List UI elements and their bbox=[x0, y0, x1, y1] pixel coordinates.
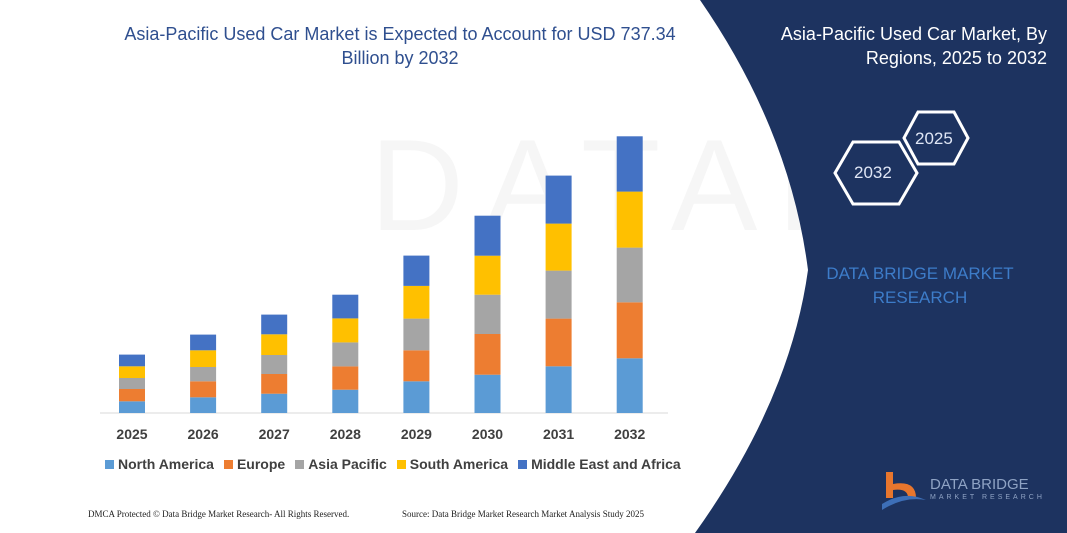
bar-segment-2027-europe bbox=[261, 374, 288, 394]
bar-segment-2029-middle-east-and-africa bbox=[403, 255, 430, 286]
brand-text: DATA BRIDGE MARKET RESEARCH bbox=[826, 264, 1014, 307]
bar-segment-2028-asia-pacific bbox=[332, 342, 359, 367]
x-tick-label: 2029 bbox=[400, 426, 432, 442]
hex-label-2025: 2025 bbox=[915, 129, 953, 148]
legend-swatch bbox=[223, 459, 233, 469]
bar-segment-2025-north-america bbox=[119, 401, 145, 413]
legend-item: Middle East and Africa bbox=[518, 456, 681, 472]
footer-copyright: DMCA Protected © Data Bridge Market Rese… bbox=[88, 509, 350, 519]
x-tick-label: 2032 bbox=[614, 426, 646, 442]
bar-segment-2032-europe bbox=[616, 302, 643, 359]
footer-source: Source: Data Bridge Market Research Mark… bbox=[402, 509, 644, 519]
bar-segment-2028-south-america bbox=[332, 318, 359, 343]
hexagon-2032 bbox=[833, 140, 919, 206]
legend-item: Europe bbox=[223, 456, 285, 472]
bar-segment-2026-north-america bbox=[190, 397, 217, 413]
legend-swatch bbox=[518, 459, 528, 469]
bar-segment-2031-europe bbox=[545, 318, 572, 367]
bar-segment-2025-middle-east-and-africa bbox=[119, 354, 145, 367]
hexagon-2025 bbox=[902, 110, 970, 166]
legend-swatch bbox=[396, 459, 406, 469]
chart-title: Asia-Pacific Used Car Market is Expected… bbox=[124, 24, 676, 68]
bar-segment-2031-north-america bbox=[545, 366, 572, 413]
bar-segment-2025-south-america bbox=[119, 366, 145, 378]
bar-segment-2030-europe bbox=[474, 334, 501, 375]
bar-segment-2026-middle-east-and-africa bbox=[190, 334, 217, 351]
bar-segment-2028-europe bbox=[332, 366, 359, 390]
legend-item: North America bbox=[105, 456, 214, 472]
bar-segment-2027-south-america bbox=[261, 334, 288, 355]
bar-segment-2029-europe bbox=[403, 350, 430, 382]
bar-segment-2027-asia-pacific bbox=[261, 355, 288, 374]
x-tick-label: 2030 bbox=[471, 426, 504, 442]
legend-swatch bbox=[105, 459, 114, 469]
bar-segment-2032-middle-east-and-africa bbox=[616, 136, 643, 192]
bar-segment-2025-asia-pacific bbox=[119, 378, 145, 389]
bar-segment-2026-south-america bbox=[190, 350, 217, 367]
stacked-bar-chart bbox=[100, 136, 668, 414]
bar-segment-2026-asia-pacific bbox=[190, 367, 217, 382]
bar-segment-2032-asia-pacific bbox=[616, 247, 643, 303]
bar-segment-2030-asia-pacific bbox=[474, 294, 501, 334]
bar-segment-2030-north-america bbox=[474, 374, 501, 413]
bar-segment-2028-north-america bbox=[332, 389, 359, 413]
logo-subtext: MARKET RESEARCH bbox=[930, 494, 1045, 501]
bar-segment-2029-south-america bbox=[403, 285, 430, 319]
legend: North America Europe Asia Pacific South … bbox=[105, 456, 681, 472]
legend-item: South America bbox=[396, 456, 508, 472]
legend-item: Asia Pacific bbox=[295, 456, 387, 472]
bar-segment-2032-south-america bbox=[616, 191, 643, 248]
legend-swatch bbox=[295, 459, 305, 469]
bar-segment-2031-middle-east-and-africa bbox=[545, 175, 572, 224]
bar-segment-2031-south-america bbox=[545, 223, 572, 271]
bar-segment-2025-europe bbox=[119, 389, 145, 402]
x-tick-label: 2026 bbox=[187, 426, 219, 442]
data-bridge-logo-icon bbox=[882, 472, 926, 510]
bar-segment-2032-north-america bbox=[616, 358, 643, 413]
x-tick-label: 2027 bbox=[258, 426, 290, 442]
bar-segment-2030-south-america bbox=[474, 255, 501, 295]
x-tick-label: 2031 bbox=[543, 426, 575, 442]
bar-segment-2028-middle-east-and-africa bbox=[332, 294, 359, 319]
hex-label-2032: 2032 bbox=[854, 163, 892, 182]
logo-text: DATA BRIDGE bbox=[930, 476, 1029, 493]
bar-segment-2031-asia-pacific bbox=[545, 270, 572, 319]
bar-segment-2026-europe bbox=[190, 381, 217, 398]
x-tick-label: 2025 bbox=[116, 426, 148, 442]
x-tick-label: 2028 bbox=[329, 426, 361, 442]
bar-segment-2027-north-america bbox=[261, 393, 288, 413]
panel-title: Asia-Pacific Used Car Market, By Regions… bbox=[780, 24, 1047, 68]
bar-segment-2029-asia-pacific bbox=[403, 318, 430, 351]
bar-segment-2029-north-america bbox=[403, 381, 430, 413]
bar-segment-2030-middle-east-and-africa bbox=[474, 215, 501, 256]
bar-segment-2027-middle-east-and-africa bbox=[261, 314, 288, 335]
